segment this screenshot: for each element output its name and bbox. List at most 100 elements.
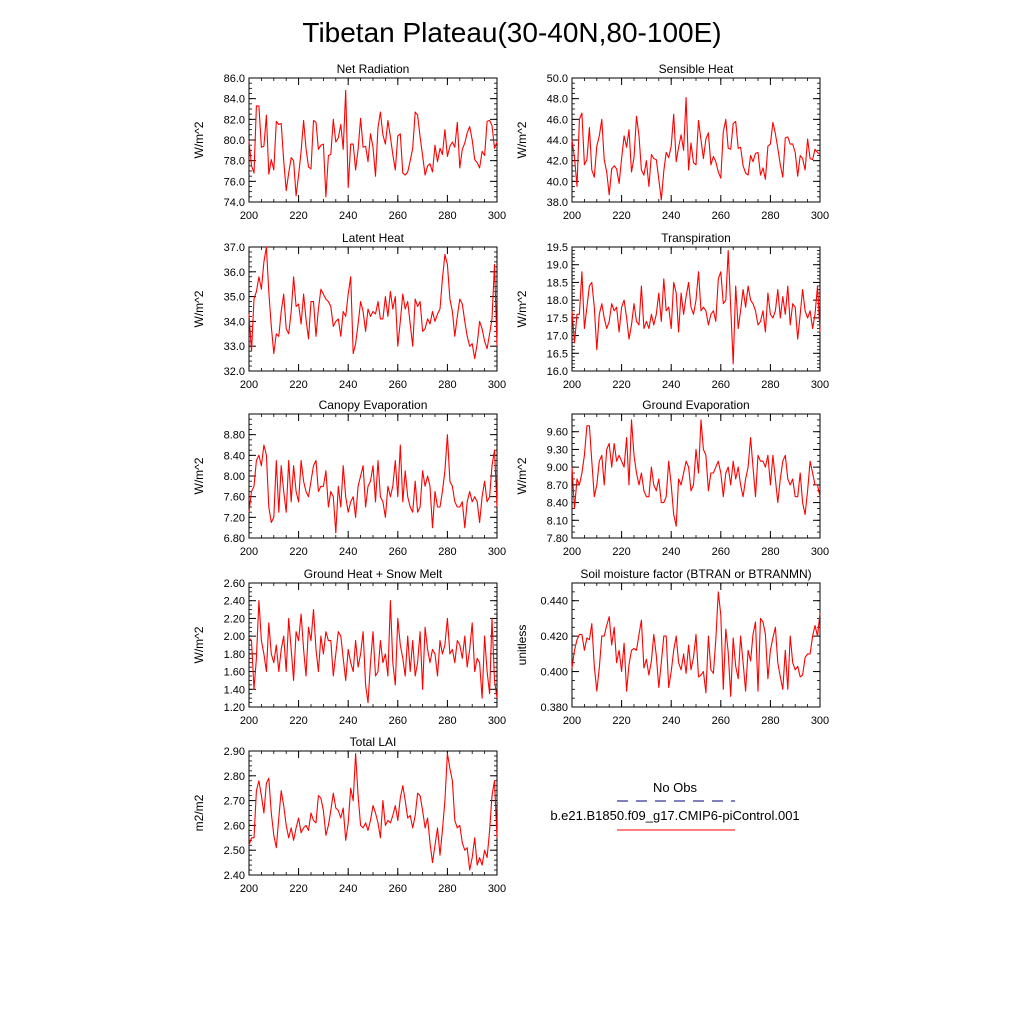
x-tick-label: 240 — [339, 210, 357, 222]
y-tick-label: 34.0 — [224, 316, 245, 328]
chart-panel-2: 200 220 240 260 280 300 38.0 40.0 42.0 44.0 46.0 48… — [515, 62, 829, 222]
y-tick-label: 16.5 — [547, 348, 568, 360]
y-tick-label: 86.0 — [224, 73, 245, 85]
x-tick-label: 260 — [389, 546, 407, 558]
panel-title: Total LAI — [350, 735, 397, 749]
y-tick-label: 1.20 — [224, 702, 245, 714]
panel-title: Ground Evaporation — [642, 398, 749, 412]
y-tick-label: 82.0 — [224, 114, 245, 126]
y-tick-label: 8.80 — [224, 430, 245, 442]
x-tick-label: 240 — [339, 546, 357, 558]
y-axis-label: W/m^2 — [192, 626, 206, 663]
x-tick-label: 220 — [612, 379, 630, 391]
plot-frame — [248, 413, 498, 539]
y-tick-label: 48.0 — [547, 94, 568, 106]
x-tick-label: 280 — [761, 715, 779, 727]
y-tick-label: 7.60 — [224, 492, 245, 504]
panel-title: Latent Heat — [342, 231, 405, 245]
plot-frame — [248, 77, 498, 203]
y-tick-label: 8.70 — [547, 480, 568, 492]
y-tick-label: 9.00 — [547, 462, 568, 474]
y-tick-label: 1.40 — [224, 684, 245, 696]
chart-panel-1: 200 220 240 260 280 300 74.0 76.0 78.0 80.0 82.0 84… — [192, 62, 506, 222]
x-tick-label: 200 — [563, 715, 581, 727]
x-tick-label: 300 — [811, 715, 829, 727]
y-tick-label: 8.10 — [547, 515, 568, 527]
x-tick-label: 300 — [811, 546, 829, 558]
x-tick-label: 280 — [438, 379, 456, 391]
panel-title: Soil moisture factor (BTRAN or BTRANMN) — [580, 567, 811, 581]
y-axis-label: W/m^2 — [515, 290, 529, 327]
y-tick-label: 2.50 — [224, 845, 245, 857]
y-tick-label: 9.60 — [547, 427, 568, 439]
chart-panel-6: 200 220 240 260 280 300 7.80 8.10 8.40 8.70 9.00 9.… — [515, 398, 829, 558]
y-tick-label: 0.440 — [540, 596, 568, 608]
series-line — [571, 97, 821, 201]
x-tick-label: 220 — [289, 883, 307, 895]
x-tick-label: 300 — [488, 883, 506, 895]
x-tick-label: 300 — [488, 379, 506, 391]
y-axis-label: W/m^2 — [515, 121, 529, 158]
y-tick-label: 33.0 — [224, 341, 245, 353]
y-tick-label: 2.90 — [224, 746, 245, 758]
y-tick-label: 2.70 — [224, 796, 245, 808]
chart-panel-7: 200 220 240 260 280 300 1.20 1.40 1.60 1.80 2.00 2.… — [192, 567, 506, 727]
panel-title: Ground Heat + Snow Melt — [304, 567, 443, 581]
x-tick-label: 260 — [712, 210, 730, 222]
y-tick-label: 2.60 — [224, 578, 245, 590]
y-tick-label: 2.80 — [224, 771, 245, 783]
y-tick-label: 18.0 — [547, 295, 568, 307]
x-tick-label: 300 — [488, 210, 506, 222]
y-tick-label: 2.20 — [224, 613, 245, 625]
x-tick-label: 220 — [612, 210, 630, 222]
x-tick-label: 200 — [240, 379, 258, 391]
y-tick-label: 74.0 — [224, 197, 245, 209]
y-tick-label: 42.0 — [547, 156, 568, 168]
series-line — [571, 249, 821, 365]
y-tick-label: 80.0 — [224, 135, 245, 147]
y-tick-label: 38.0 — [547, 197, 568, 209]
x-tick-label: 200 — [240, 546, 258, 558]
plot-frame — [248, 750, 498, 876]
x-tick-label: 280 — [438, 210, 456, 222]
series-line — [571, 419, 821, 527]
figure-title: Tibetan Plateau(30-40N,80-100E) — [302, 17, 721, 48]
x-tick-label: 280 — [438, 546, 456, 558]
x-tick-label: 200 — [240, 715, 258, 727]
y-tick-label: 46.0 — [547, 114, 568, 126]
series-line — [248, 752, 498, 871]
y-axis-label: W/m^2 — [192, 457, 206, 494]
x-tick-label: 260 — [389, 715, 407, 727]
y-tick-label: 32.0 — [224, 366, 245, 378]
series-line — [248, 246, 498, 360]
y-tick-label: 84.0 — [224, 94, 245, 106]
y-tick-label: 0.400 — [540, 667, 568, 679]
y-tick-label: 9.30 — [547, 444, 568, 456]
y-tick-label: 78.0 — [224, 156, 245, 168]
x-tick-label: 260 — [712, 546, 730, 558]
x-tick-label: 200 — [240, 883, 258, 895]
plot-frame — [571, 77, 821, 203]
x-tick-label: 240 — [662, 210, 680, 222]
chart-panel-5: 200 220 240 260 280 300 6.80 7.20 7.60 8.00 8.40 8.… — [192, 398, 506, 558]
y-tick-label: 7.20 — [224, 512, 245, 524]
series-line — [248, 89, 498, 198]
x-tick-label: 300 — [811, 210, 829, 222]
y-tick-label: 7.80 — [547, 533, 568, 545]
x-tick-label: 200 — [240, 210, 258, 222]
y-tick-label: 1.60 — [224, 667, 245, 679]
x-tick-label: 220 — [612, 715, 630, 727]
x-tick-label: 280 — [438, 883, 456, 895]
x-tick-label: 240 — [339, 715, 357, 727]
plot-frame — [571, 246, 821, 372]
y-tick-label: 40.0 — [547, 176, 568, 188]
y-axis-label: m2/m2 — [192, 794, 206, 831]
x-tick-label: 260 — [389, 883, 407, 895]
y-axis-label: unitless — [515, 625, 529, 666]
y-tick-label: 8.00 — [224, 471, 245, 483]
legend-model-label: b.e21.B1850.f09_g17.CMIP6-piControl.001 — [550, 808, 799, 823]
x-tick-label: 260 — [389, 379, 407, 391]
chart-panel-8: 200 220 240 260 280 300 0.380 0.400 0.420 0.440 So… — [515, 567, 829, 727]
y-tick-label: 16.0 — [547, 366, 568, 378]
y-tick-label: 35.0 — [224, 292, 245, 304]
